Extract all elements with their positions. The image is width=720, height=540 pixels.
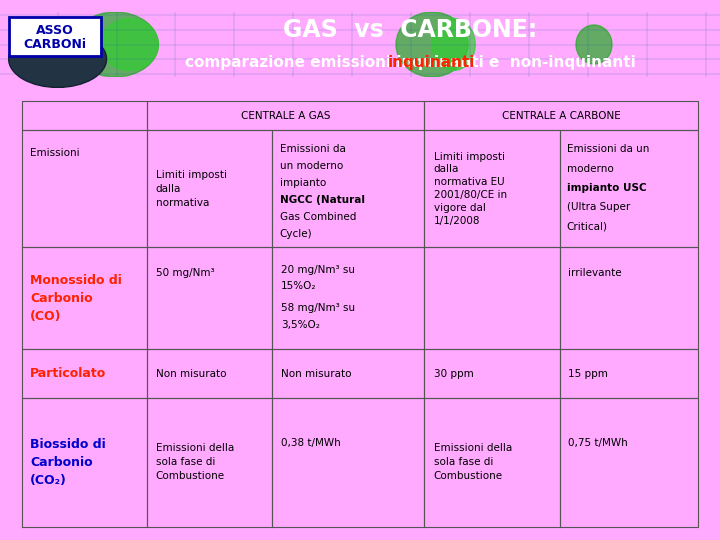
Text: Emissioni: Emissioni bbox=[30, 148, 80, 158]
Text: CARBONi: CARBONi bbox=[24, 38, 87, 51]
Ellipse shape bbox=[396, 12, 468, 77]
Text: Emissioni della
sola fase di
Combustione: Emissioni della sola fase di Combustione bbox=[156, 443, 234, 481]
Ellipse shape bbox=[72, 12, 158, 77]
Text: Limiti imposti
dalla
normativa EU
2001/80/CE in
vigore dal
1/1/2008: Limiti imposti dalla normativa EU 2001/8… bbox=[433, 152, 507, 226]
Text: Non misurato: Non misurato bbox=[156, 369, 226, 379]
Text: CENTRALE A GAS: CENTRALE A GAS bbox=[240, 111, 330, 121]
Text: Limiti imposti
dalla
normativa: Limiti imposti dalla normativa bbox=[156, 170, 227, 208]
Text: irrilevante: irrilevante bbox=[568, 268, 621, 278]
Text: 15%O₂: 15%O₂ bbox=[281, 281, 317, 291]
Text: impianto USC: impianto USC bbox=[567, 183, 647, 193]
Text: Emissioni da un: Emissioni da un bbox=[567, 144, 649, 154]
Text: Non misurato: Non misurato bbox=[281, 369, 351, 379]
Text: (Ultra Super: (Ultra Super bbox=[567, 202, 630, 212]
Text: un moderno: un moderno bbox=[279, 161, 343, 171]
Ellipse shape bbox=[432, 18, 475, 71]
Ellipse shape bbox=[101, 18, 158, 71]
Text: comparazione emissioni inquinanti e  non-inquinanti: comparazione emissioni inquinanti e non-… bbox=[185, 55, 636, 70]
Ellipse shape bbox=[9, 31, 107, 87]
Text: Emissioni da: Emissioni da bbox=[279, 144, 346, 154]
Text: GAS  vs  CARBONE:: GAS vs CARBONE: bbox=[283, 18, 538, 42]
Text: ASSO: ASSO bbox=[37, 24, 74, 37]
Text: CENTRALE A CARBONE: CENTRALE A CARBONE bbox=[502, 111, 621, 121]
Bar bbox=[9, 17, 102, 56]
Ellipse shape bbox=[576, 25, 612, 64]
Text: 58 mg/Nm³ su: 58 mg/Nm³ su bbox=[281, 303, 355, 313]
Text: Emissioni della
sola fase di
Combustione: Emissioni della sola fase di Combustione bbox=[433, 443, 512, 481]
Text: Biossido di
Carbonio
(CO₂): Biossido di Carbonio (CO₂) bbox=[30, 438, 106, 487]
Text: Cycle): Cycle) bbox=[279, 229, 312, 239]
Text: Critical): Critical) bbox=[567, 221, 608, 232]
Text: 50 mg/Nm³: 50 mg/Nm³ bbox=[156, 268, 214, 278]
Text: moderno: moderno bbox=[567, 164, 613, 173]
Text: inquinanti: inquinanti bbox=[387, 55, 474, 70]
Text: 0,75 t/MWh: 0,75 t/MWh bbox=[568, 438, 628, 448]
Text: Gas Combined: Gas Combined bbox=[279, 212, 356, 222]
Text: impianto: impianto bbox=[279, 178, 326, 188]
Text: 15 ppm: 15 ppm bbox=[568, 369, 608, 379]
Text: 30 ppm: 30 ppm bbox=[433, 369, 474, 379]
Text: 3,5%O₂: 3,5%O₂ bbox=[281, 320, 320, 330]
Text: Particolato: Particolato bbox=[30, 367, 107, 380]
Text: 20 mg/Nm³ su: 20 mg/Nm³ su bbox=[281, 265, 355, 275]
Text: 0,38 t/MWh: 0,38 t/MWh bbox=[281, 438, 341, 448]
Text: NGCC (Natural: NGCC (Natural bbox=[279, 195, 364, 205]
Text: Monossido di
Carbonio
(CO): Monossido di Carbonio (CO) bbox=[30, 274, 122, 323]
